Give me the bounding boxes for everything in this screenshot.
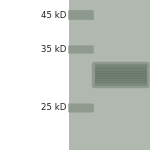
Bar [94, 70, 147, 71]
Text: 35 kD: 35 kD [41, 45, 66, 54]
Text: 45 kD: 45 kD [41, 11, 66, 20]
Bar [94, 73, 147, 74]
Bar [94, 79, 147, 80]
Bar [94, 68, 147, 69]
Bar [94, 71, 147, 72]
Bar [69, 0, 150, 150]
FancyBboxPatch shape [68, 103, 94, 112]
Bar [94, 84, 147, 85]
Bar [94, 78, 147, 79]
Bar [94, 76, 147, 77]
Text: 25 kD: 25 kD [41, 103, 66, 112]
Bar [94, 72, 147, 73]
FancyBboxPatch shape [68, 10, 94, 20]
Bar [94, 70, 147, 72]
Bar [94, 83, 147, 84]
Bar [94, 67, 147, 68]
Bar [94, 66, 147, 67]
Bar [94, 77, 147, 78]
Bar [94, 64, 147, 65]
Bar [94, 73, 147, 74]
Bar [94, 74, 147, 75]
FancyBboxPatch shape [92, 62, 150, 88]
Bar [94, 75, 147, 76]
Bar [94, 80, 147, 81]
Bar [94, 82, 147, 83]
Bar [94, 75, 147, 76]
Bar [94, 84, 147, 85]
Bar [94, 66, 147, 67]
Bar [94, 65, 147, 66]
Bar [94, 81, 147, 82]
Bar [94, 80, 147, 81]
Bar [94, 82, 147, 83]
Bar [94, 69, 147, 70]
FancyBboxPatch shape [68, 45, 94, 54]
Bar [94, 68, 147, 69]
